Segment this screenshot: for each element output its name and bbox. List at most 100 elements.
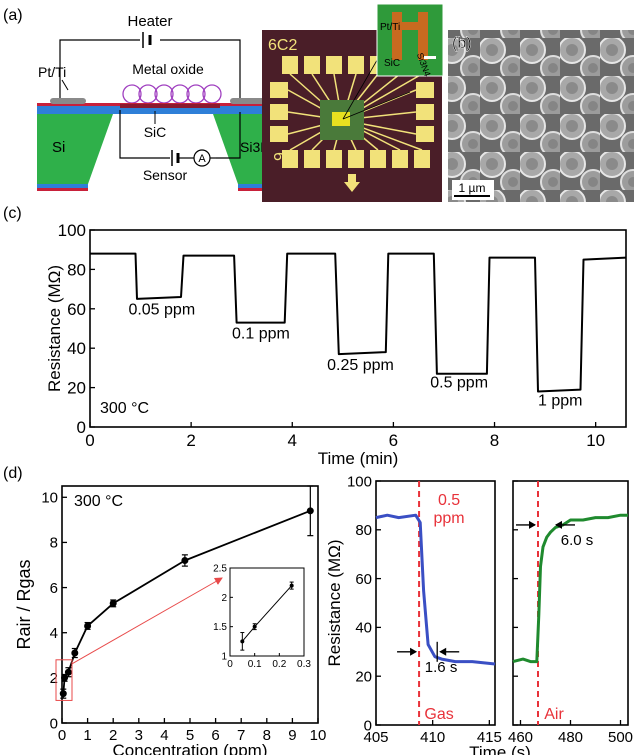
pt-ti-pad-left [50, 98, 86, 104]
x-tick-label: 4 [160, 727, 168, 744]
chip-pad-bottom [304, 150, 320, 168]
chip-orientation-arrow [344, 174, 360, 192]
x-axis-label: Time (s) [469, 743, 531, 755]
x-tick-label: 0 [58, 727, 66, 744]
air-recovery-trace [512, 513, 628, 664]
sensor-wire-left [119, 110, 170, 159]
y-tick-label: 0 [364, 717, 372, 734]
temperature-annotation: 300 °C [100, 400, 149, 417]
data-point [71, 649, 79, 657]
pt-ti-pad-right [230, 98, 266, 104]
x-tick-label: 6 [211, 727, 219, 744]
chip-side-label: 9 [272, 152, 289, 161]
concentration-label: 1 ppm [538, 392, 582, 409]
y-tick-label: 0 [77, 418, 86, 437]
sensor-wire-right [216, 112, 241, 159]
data-point [109, 599, 117, 607]
data-point [306, 507, 314, 515]
pt-ti-label: Pt/Ti [38, 64, 66, 80]
x-tick-label: 9 [288, 727, 296, 744]
y-tick-label: 80 [67, 260, 86, 279]
response-arrowhead-left [410, 647, 418, 656]
si-label: Si [52, 139, 65, 156]
chip-pad-bottom [370, 150, 386, 168]
inset-x-tick-label: 0.3 [297, 659, 311, 670]
si-left-bottom-layer [37, 184, 88, 188]
heater-wire-right [160, 39, 241, 120]
response-time-label: 1.6 s [425, 659, 458, 676]
inset-y-tick-label: 2 [221, 593, 227, 604]
y-tick-label: 10 [41, 490, 58, 507]
chip-pad-top [326, 56, 342, 74]
air-event-label: Air [544, 706, 564, 723]
inset-y-tick-label: 1.5 [213, 622, 227, 633]
inset-data-point [240, 639, 245, 644]
zoom-electrode-left [392, 12, 402, 60]
temperature-annotation: 300 °C [74, 493, 123, 510]
gas-conc-label: 0.5 [438, 492, 460, 509]
x-tick-label: 10 [586, 431, 605, 450]
y-tick-label: 60 [355, 571, 372, 588]
data-point [64, 668, 72, 676]
sem-scale-label: 1 µm [459, 181, 486, 195]
gas-event-label: Gas [424, 706, 453, 723]
x-tick-label: 0 [85, 431, 94, 450]
si-left-block [37, 114, 113, 184]
sem-image [448, 30, 634, 202]
y-tick-label: 20 [355, 668, 372, 685]
x-tick-label: 410 [420, 729, 445, 746]
zoom-scale-bar [424, 56, 436, 59]
zoom-highlight-box [55, 659, 73, 701]
si-left-bottom-electrode [37, 188, 88, 191]
data-point [181, 556, 189, 564]
inset-y-tick-label: 1 [221, 652, 227, 663]
y-tick-label: 6 [50, 580, 58, 597]
x-tick-label: 500 [608, 729, 633, 746]
zoom-pt-ti-label: Pt/Ti [380, 22, 400, 33]
y-tick-label: 4 [50, 625, 58, 642]
metal-oxide-coils [122, 84, 222, 104]
pt-ti-leader [61, 79, 69, 91]
x-tick-label: 480 [558, 729, 583, 746]
inset-data-point [252, 624, 257, 629]
x-tick-label: 7 [237, 727, 245, 744]
y-axis-label: Rair / Rgas [14, 559, 34, 649]
gas-conc-unit: ppm [434, 510, 465, 527]
concentration-label: 0.25 ppm [327, 357, 394, 374]
y-tick-label: 100 [58, 221, 86, 240]
y-tick-label: 20 [67, 379, 86, 398]
zoom-inset-frame [376, 3, 444, 77]
y-axis-label: Resistance (MΩ) [45, 265, 64, 392]
zoom-sic-label: SiC [384, 58, 400, 69]
x-axis-label: Concentration (ppm) [113, 741, 268, 755]
y-tick-label: 2 [50, 670, 58, 687]
y-tick-label: 40 [67, 339, 86, 358]
panel-a-schematic: (a) Heater Pt/Ti Metal oxide Si SiC Si3N… [3, 7, 289, 191]
chip-sensing-area [332, 112, 350, 126]
zoom-arrow [71, 577, 223, 665]
plot-frame [89, 229, 627, 428]
data-point [61, 674, 69, 682]
recovery-time-label: 6.0 s [561, 532, 594, 549]
y-axis-label: Resistance (MΩ) [325, 539, 344, 666]
inset-x-tick-label: 0 [227, 659, 233, 670]
y-tick-label: 8 [50, 535, 58, 552]
chip-pad-bottom [348, 150, 364, 168]
chip-pad-bottom [282, 150, 298, 168]
heater-label: Heater [127, 13, 172, 30]
heater-electrode [120, 104, 220, 108]
chip-pad-top [282, 56, 298, 74]
panel-label-d: (d) [3, 465, 23, 482]
membrane-layer [37, 106, 289, 114]
panel-label-a: (a) [3, 7, 23, 24]
y-tick-label: 100 [347, 473, 372, 490]
chip-pad-bottom [414, 150, 430, 168]
chart-d-air-recovery: 460 480 500 Air 6.0 s Time (s) [469, 480, 633, 755]
chip-pad-top [304, 56, 320, 74]
x-tick-label: 4 [288, 431, 297, 450]
inset-data-point [289, 583, 294, 588]
chip-pad-right [416, 104, 434, 120]
